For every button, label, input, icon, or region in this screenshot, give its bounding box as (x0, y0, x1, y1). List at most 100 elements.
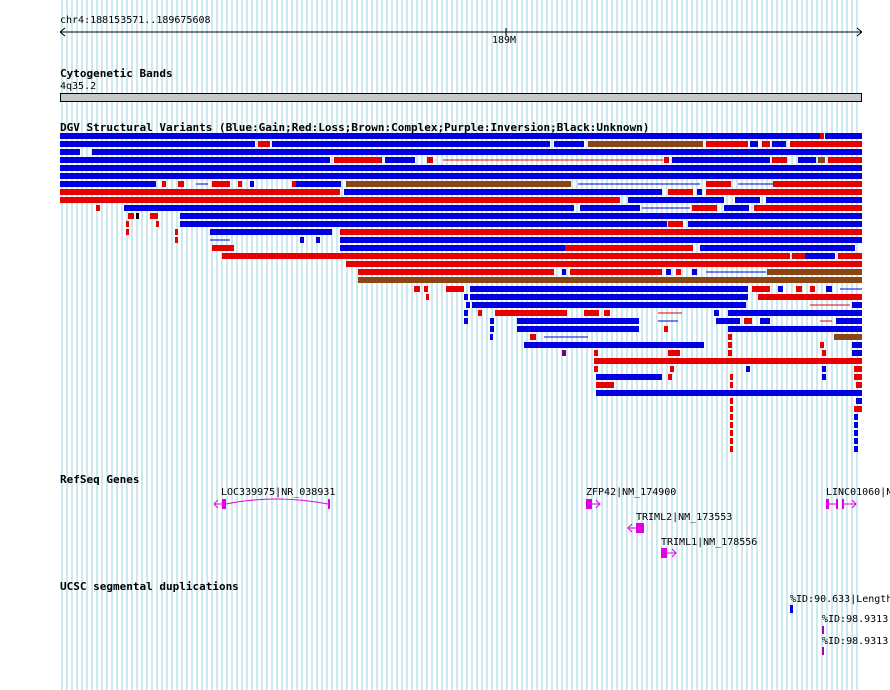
dgv-variant[interactable] (792, 253, 805, 259)
dgv-variant[interactable] (730, 414, 733, 420)
gene-label-triml2[interactable]: TRIML2|NM_173553 (636, 512, 733, 523)
segdup-feature-3[interactable] (822, 647, 824, 655)
dgv-variant[interactable] (60, 157, 330, 163)
dgv-variant[interactable] (772, 157, 787, 163)
dgv-variant[interactable] (750, 141, 758, 147)
dgv-variant[interactable] (692, 205, 717, 211)
dgv-variant[interactable] (744, 318, 752, 324)
dgv-variant[interactable] (854, 430, 858, 436)
dgv-variant[interactable] (822, 350, 826, 356)
segdup-label-3[interactable]: %ID:98.9313 (822, 636, 889, 647)
dgv-variant[interactable] (790, 141, 862, 147)
dgv-variant[interactable] (688, 221, 862, 227)
dgv-variant[interactable] (358, 277, 862, 283)
dgv-variant[interactable] (706, 141, 748, 147)
dgv-variant[interactable] (464, 310, 468, 316)
dgv-variant[interactable] (210, 229, 332, 235)
dgv-variant[interactable] (238, 181, 242, 187)
dgv-variant[interactable] (427, 157, 433, 163)
dgv-variant[interactable] (60, 173, 862, 179)
dgv-variant[interactable] (856, 382, 862, 388)
dgv-variant[interactable] (60, 149, 80, 155)
gene-label-zfp42[interactable]: ZFP42|NM_174900 (586, 487, 677, 498)
dgv-variant[interactable] (692, 269, 697, 275)
dgv-variant[interactable] (517, 318, 639, 324)
segdup-label-2[interactable]: %ID:98.9313 (822, 614, 889, 625)
dgv-variant[interactable] (60, 181, 156, 187)
dgv-variant[interactable] (728, 334, 732, 340)
dgv-variant[interactable] (530, 334, 536, 340)
dgv-variant[interactable] (472, 302, 746, 308)
dgv-variant[interactable] (767, 269, 862, 275)
dgv-variant[interactable] (60, 189, 340, 195)
dgv-variant[interactable] (126, 221, 129, 227)
dgv-variant[interactable] (524, 342, 704, 348)
dgv-variant[interactable] (773, 181, 862, 187)
dgv-variant[interactable] (426, 294, 429, 300)
gene-triml2-exon[interactable] (636, 523, 644, 533)
dgv-variant[interactable] (478, 310, 482, 316)
dgv-variant[interactable] (346, 181, 571, 187)
segdup-track-title[interactable]: UCSC segmental duplications (60, 580, 239, 593)
dgv-variant[interactable] (854, 422, 858, 428)
dgv-variant[interactable] (490, 334, 493, 340)
dgv-variant[interactable] (124, 205, 574, 211)
dgv-variant[interactable] (385, 157, 415, 163)
dgv-variant[interactable] (826, 286, 832, 292)
gene-label-triml1[interactable]: TRIML1|NM_178556 (661, 537, 758, 548)
gene-linc01060-arrow[interactable] (844, 499, 857, 509)
gene-linc01060-exon[interactable] (836, 499, 838, 509)
gene-loc339975-exon[interactable] (328, 499, 330, 509)
gene-loc339975-exon[interactable] (222, 499, 226, 509)
dgv-variant[interactable] (296, 181, 341, 187)
dgv-variant[interactable] (126, 229, 129, 235)
dgv-variant[interactable] (292, 181, 296, 187)
dgv-variant[interactable] (490, 326, 494, 332)
dgv-variant[interactable] (735, 197, 760, 203)
dgv-variant[interactable] (668, 350, 680, 356)
dgv-variant[interactable] (724, 205, 749, 211)
dgv-variant[interactable] (676, 269, 681, 275)
dgv-variant[interactable] (810, 286, 815, 292)
dgv-variant[interactable] (446, 286, 464, 292)
dgv-variant[interactable] (346, 261, 862, 267)
dgv-variant[interactable] (424, 286, 428, 292)
dgv-variant[interactable] (854, 438, 858, 444)
dgv-variant[interactable] (820, 342, 824, 348)
dgv-variant[interactable] (594, 350, 598, 356)
dgv-variant[interactable] (250, 181, 254, 187)
dgv-variant[interactable] (272, 141, 550, 147)
dgv-variant[interactable] (758, 294, 862, 300)
dgv-variant[interactable] (664, 157, 669, 163)
gene-linc01060-exon[interactable] (826, 499, 829, 509)
dgv-variant[interactable] (728, 342, 732, 348)
dgv-variant[interactable] (666, 269, 671, 275)
dgv-variant[interactable] (464, 294, 468, 300)
dgv-variant[interactable] (258, 141, 270, 147)
dgv-variant[interactable] (60, 197, 580, 203)
dgv-variant[interactable] (760, 318, 770, 324)
dgv-variant[interactable] (730, 398, 733, 404)
dgv-variant[interactable] (730, 374, 733, 380)
dgv-variant[interactable] (96, 205, 100, 211)
dgv-track-title[interactable]: DGV Structural Variants (Blue:Gain;Red:L… (60, 121, 650, 134)
cytoband-bar[interactable] (60, 93, 862, 102)
dgv-variant[interactable] (730, 438, 733, 444)
dgv-variant[interactable] (604, 310, 610, 316)
dgv-variant[interactable] (92, 149, 862, 155)
dgv-variant[interactable] (222, 253, 790, 259)
dgv-variant[interactable] (746, 366, 750, 372)
dgv-variant[interactable] (668, 221, 683, 227)
dgv-variant[interactable] (754, 205, 862, 211)
dgv-variant[interactable] (778, 286, 783, 292)
dgv-variant[interactable] (596, 374, 662, 380)
dgv-variant[interactable] (854, 414, 858, 420)
dgv-variant[interactable] (728, 310, 862, 316)
dgv-variant[interactable] (825, 133, 862, 139)
dgv-variant[interactable] (180, 221, 667, 227)
dgv-variant[interactable] (706, 181, 731, 187)
dgv-variant[interactable] (150, 213, 158, 219)
